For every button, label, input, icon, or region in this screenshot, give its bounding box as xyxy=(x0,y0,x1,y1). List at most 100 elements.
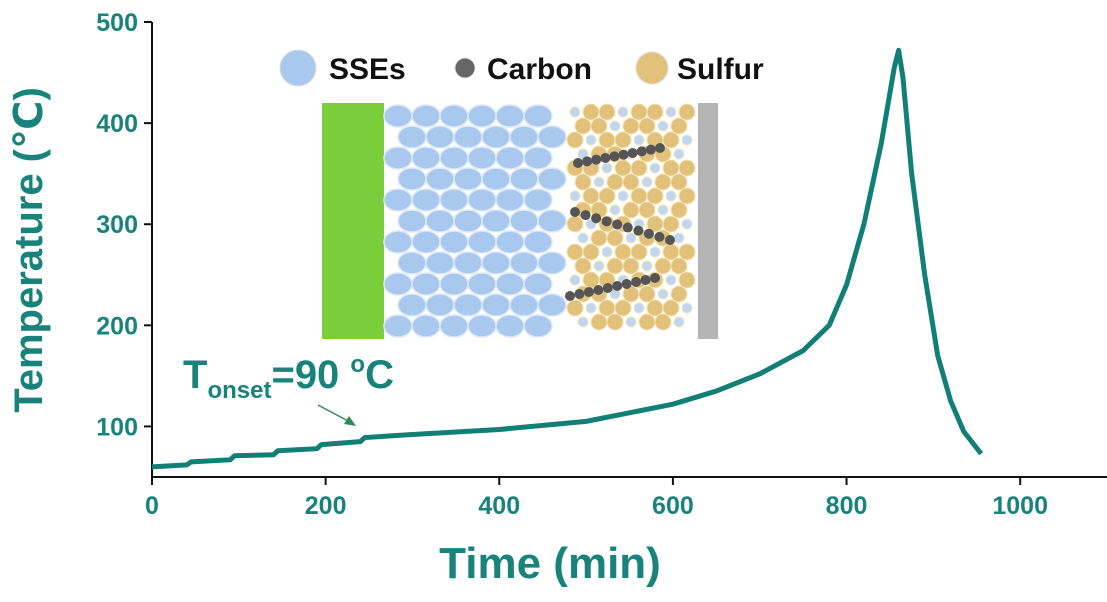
sse-particle xyxy=(578,233,588,243)
sse-particle xyxy=(440,147,468,169)
data-line xyxy=(152,50,981,467)
carbon-particle xyxy=(591,155,601,165)
sse-particle xyxy=(496,189,524,211)
sse-particle xyxy=(426,126,454,148)
sse-particle xyxy=(634,303,644,313)
inset-legend-swatch xyxy=(636,52,668,84)
sulfur-particle xyxy=(663,300,679,316)
sulfur-particle xyxy=(607,314,623,330)
sse-particle xyxy=(674,233,684,243)
sse-particle xyxy=(398,252,426,274)
sulfur-particle xyxy=(623,258,639,274)
carbon-particle xyxy=(654,232,664,242)
annotation-arrow xyxy=(318,405,350,422)
carbon-particle xyxy=(600,153,610,163)
sse-particle xyxy=(440,231,468,253)
sse-particle xyxy=(538,294,566,316)
sulfur-particle xyxy=(631,188,647,204)
sulfur-particle xyxy=(631,244,647,260)
carbon-particle xyxy=(565,291,575,301)
sse-particle xyxy=(610,205,620,215)
sulfur-particle xyxy=(567,300,583,316)
sse-particle xyxy=(666,275,676,285)
y-tick-label: 100 xyxy=(96,413,138,441)
sse-particle xyxy=(524,315,552,337)
annotation-arrowhead xyxy=(344,416,356,426)
sse-particle xyxy=(610,121,620,131)
sse-particle xyxy=(496,273,524,295)
sulfur-particle xyxy=(567,244,583,260)
x-tick-label: 0 xyxy=(145,492,159,520)
carbon-particle xyxy=(619,150,629,160)
carbon-particle xyxy=(612,219,622,229)
sulfur-particle xyxy=(607,230,623,246)
x-tick-label: 400 xyxy=(478,492,520,520)
sse-particle xyxy=(570,107,580,117)
sse-particle xyxy=(482,126,510,148)
sse-particle xyxy=(482,210,510,232)
sse-particle xyxy=(510,252,538,274)
sulfur-particle xyxy=(615,244,631,260)
sulfur-particle xyxy=(607,258,623,274)
sse-particle xyxy=(440,273,468,295)
sulfur-particle xyxy=(639,202,655,218)
sse-particle xyxy=(618,191,628,201)
carbon-particle xyxy=(665,235,675,245)
sulfur-particle xyxy=(583,104,599,120)
sse-particle xyxy=(454,210,482,232)
sulfur-particle xyxy=(631,104,647,120)
sulfur-particle xyxy=(623,202,639,218)
sse-particle xyxy=(570,275,580,285)
sulfur-particle xyxy=(671,286,687,302)
sse-particle xyxy=(454,252,482,274)
carbon-particle xyxy=(623,223,633,233)
sse-particle xyxy=(412,105,440,127)
sse-particle xyxy=(524,231,552,253)
y-tick-label: 200 xyxy=(96,312,138,340)
sulfur-particle xyxy=(591,230,607,246)
carbon-particle xyxy=(582,156,592,166)
sse-particle xyxy=(496,105,524,127)
sulfur-particle xyxy=(679,104,695,120)
y-axis-label: Temperature (℃) xyxy=(7,87,51,413)
annotation: Tonset=90 oC xyxy=(183,351,394,404)
sse-particle xyxy=(384,231,412,253)
sse-particle xyxy=(440,105,468,127)
sse-particle xyxy=(482,294,510,316)
sulfur-particle xyxy=(639,118,655,134)
sse-particle xyxy=(384,273,412,295)
x-tick-label: 200 xyxy=(305,492,347,520)
sulfur-particle xyxy=(655,314,671,330)
annotation-main: T xyxy=(183,353,207,397)
sse-particle xyxy=(674,317,684,327)
carbon-particle xyxy=(641,275,651,285)
sulfur-particle xyxy=(671,202,687,218)
sse-particle xyxy=(468,315,496,337)
carbon-particle xyxy=(637,146,647,156)
sse-particle xyxy=(650,163,660,173)
sulfur-particle xyxy=(599,300,615,316)
sulfur-particle xyxy=(631,160,647,176)
sulfur-particle xyxy=(607,174,623,190)
sulfur-particle xyxy=(615,132,631,148)
sse-particle xyxy=(642,261,652,271)
sulfur-particle xyxy=(679,272,695,288)
sulfur-particle xyxy=(679,160,695,176)
sse-particle xyxy=(426,294,454,316)
carbon-particle xyxy=(609,151,619,161)
annotation-unit: C xyxy=(365,353,394,397)
sulfur-particle xyxy=(647,104,663,120)
sulfur-particle xyxy=(591,314,607,330)
sulfur-particle xyxy=(671,258,687,274)
x-tick-label: 1000 xyxy=(992,492,1048,520)
sse-particle xyxy=(468,231,496,253)
sulfur-particle xyxy=(639,314,655,330)
carbon-particle xyxy=(622,279,632,289)
sse-particle xyxy=(412,189,440,211)
sse-particle xyxy=(412,315,440,337)
sse-particle xyxy=(658,289,668,299)
sse-particle xyxy=(510,210,538,232)
sulfur-particle xyxy=(599,104,615,120)
sse-particle xyxy=(412,231,440,253)
carbon-particle xyxy=(650,273,660,283)
